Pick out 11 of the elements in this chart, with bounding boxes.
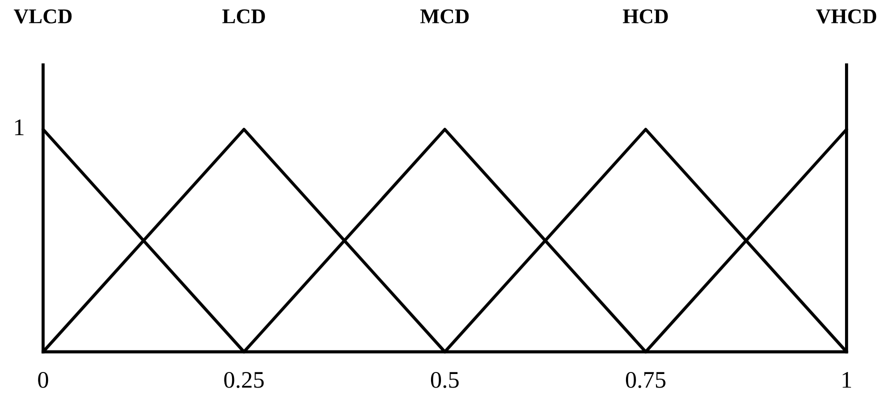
x-tick-label: 0 — [38, 372, 48, 388]
text: 1 — [15, 119, 24, 136]
x-tick-label: 0.75 — [626, 372, 666, 388]
x-tick-label: 0.5 — [430, 372, 459, 388]
text: VLCD — [14, 9, 72, 24]
text: LCD — [222, 9, 265, 24]
x-tick-label: 1 — [842, 372, 852, 388]
text: MCD — [420, 9, 469, 24]
x-tick-label: 0.25 — [224, 372, 264, 388]
text: HCD — [622, 9, 668, 24]
text: VHCD — [816, 9, 876, 24]
